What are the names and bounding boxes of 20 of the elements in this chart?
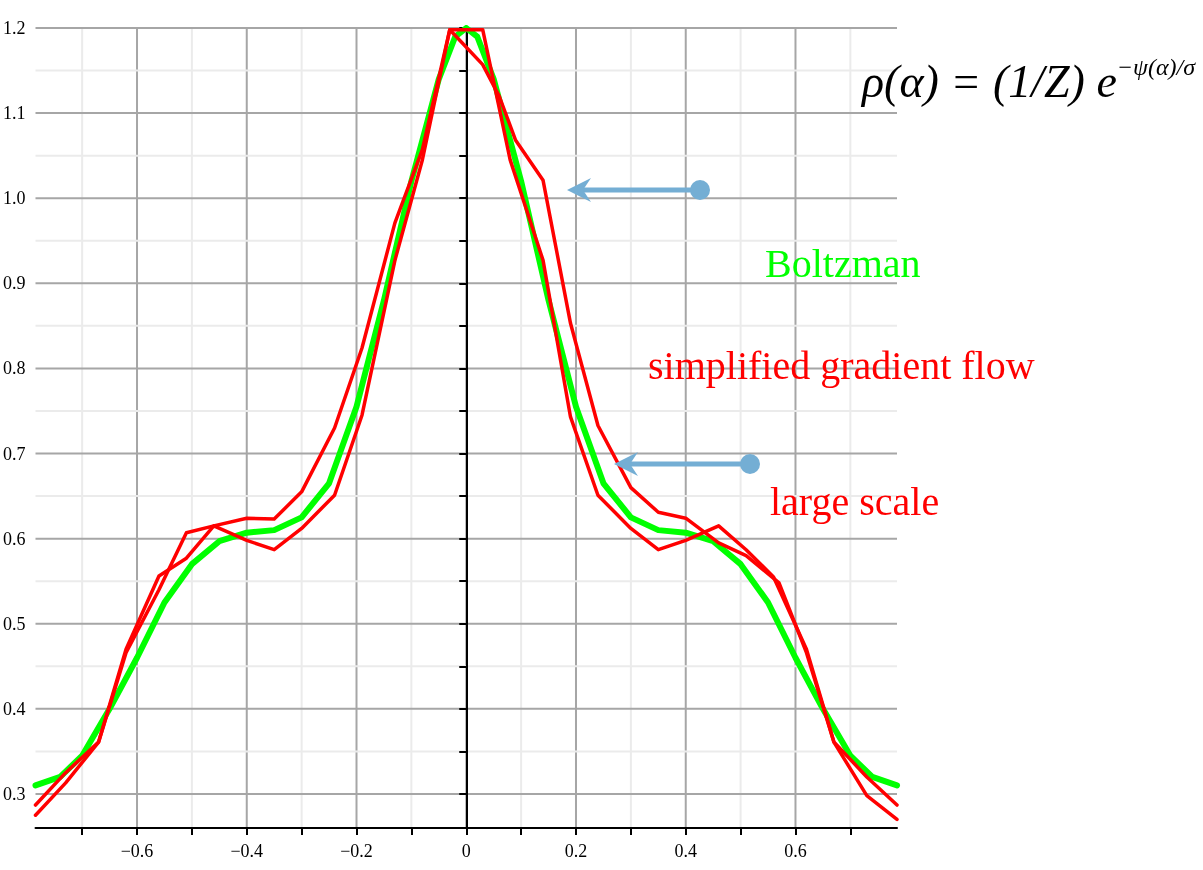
series-label: large scale xyxy=(770,478,940,524)
y-tick-label: 0.7 xyxy=(3,443,26,464)
x-tick-label: −0.6 xyxy=(120,841,154,861)
x-tick-label: −0.4 xyxy=(230,841,264,861)
y-tick-label: 0.9 xyxy=(3,273,26,294)
y-tick-label: 1.2 xyxy=(3,18,26,38)
y-tick-label: 0.4 xyxy=(3,698,26,719)
y-tick-label: 1.1 xyxy=(3,103,26,124)
y-tick-label: 0.6 xyxy=(3,528,26,549)
y-tick-label: 1.0 xyxy=(3,188,26,209)
x-tick-label: 0.4 xyxy=(674,841,697,861)
y-tick-label: 0.8 xyxy=(3,358,26,379)
y-tick-label: 0.5 xyxy=(3,613,26,634)
series-label: simplified gradient flow xyxy=(648,342,1035,388)
y-tick-label: 0.3 xyxy=(3,783,26,804)
x-tick-label: 0 xyxy=(461,841,471,861)
x-tick-label: −0.2 xyxy=(340,841,373,861)
text: Boltzman xyxy=(765,240,921,286)
x-tick-label: 0.2 xyxy=(564,841,588,861)
x-tick-label: 0.6 xyxy=(784,841,807,861)
